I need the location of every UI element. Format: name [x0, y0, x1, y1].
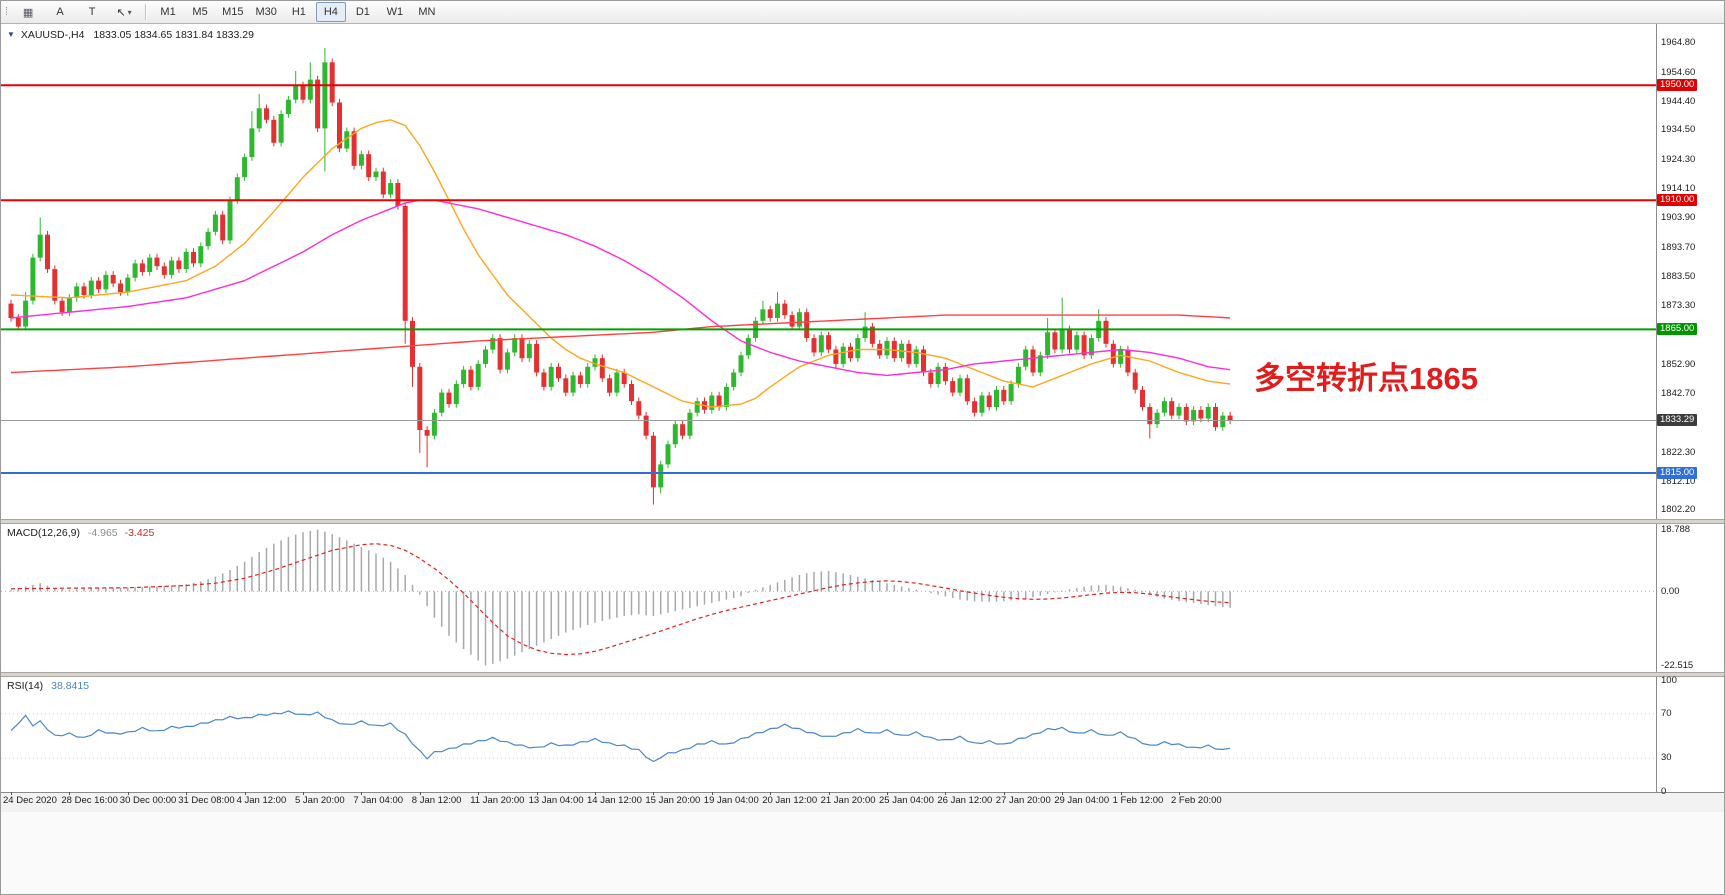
toolbar-separator [145, 4, 148, 20]
timeframe-m30-button[interactable]: M30 [255, 6, 277, 18]
symbol-marker-icon: ▼ [7, 30, 15, 39]
timeframe-h1-button[interactable]: H1 [291, 6, 306, 18]
timeframe-h4-button[interactable]: H4 [315, 2, 346, 22]
timeframe-m15-button[interactable]: M15 [222, 6, 244, 18]
rsi-panel-canvas[interactable] [1, 677, 1656, 792]
macd-panel-canvas[interactable] [1, 524, 1656, 672]
macd-indicator-label: MACD(12,26,9) -4.965 -3.425 [7, 527, 154, 539]
timeframe-m1-button[interactable]: M1 [160, 6, 176, 18]
time-axis[interactable] [1, 792, 1724, 812]
crosshair-tool-button[interactable]: T [88, 6, 96, 18]
chart-title: ▼ XAUUSD-,H4 1833.05 1834.65 1831.84 183… [7, 29, 254, 41]
text-tool-button[interactable]: A [56, 6, 64, 18]
chart-grid-button[interactable]: ▦ [13, 2, 43, 22]
chart-ohlc-values: 1833.05 1834.65 1831.84 1833.29 [93, 29, 254, 41]
arrow-tool-icon: ↖ [116, 6, 126, 19]
panel-divider[interactable] [1, 672, 1724, 677]
rsi-value: 38.8415 [51, 680, 90, 692]
grid-icon: ▦ [22, 6, 34, 19]
bottom-filler [1, 812, 1724, 894]
toolbar: ⁞ ▦ A T ↖ ▾ M1 M5 M15 M30 H1 H4 D1 W1 MN [1, 1, 1724, 24]
timeframe-w1-button[interactable]: W1 [386, 6, 404, 18]
trend-annotation: 多空转折点1865 [1254, 361, 1478, 396]
chart-symbol-label: XAUUSD-,H4 [20, 29, 85, 41]
rsi-name: RSI(14) [7, 680, 44, 692]
rsi-indicator-label: RSI(14) 38.8415 [7, 680, 89, 692]
macd-main-value: -4.965 [87, 527, 118, 539]
timeframe-m5-button[interactable]: M5 [192, 6, 208, 18]
price-axis[interactable] [1656, 24, 1724, 792]
panel-divider[interactable] [1, 519, 1724, 524]
toolbar-drag-handle[interactable]: ⁞ [5, 6, 9, 18]
draw-tools-button[interactable]: ↖ ▾ [109, 2, 139, 22]
chevron-down-icon: ▾ [127, 7, 132, 17]
timeframe-mn-button[interactable]: MN [418, 6, 436, 18]
macd-name: MACD(12,26,9) [7, 527, 80, 539]
macd-signal-value: -3.425 [124, 527, 155, 539]
timeframe-d1-button[interactable]: D1 [355, 6, 370, 18]
price-chart-canvas[interactable] [1, 25, 1656, 519]
